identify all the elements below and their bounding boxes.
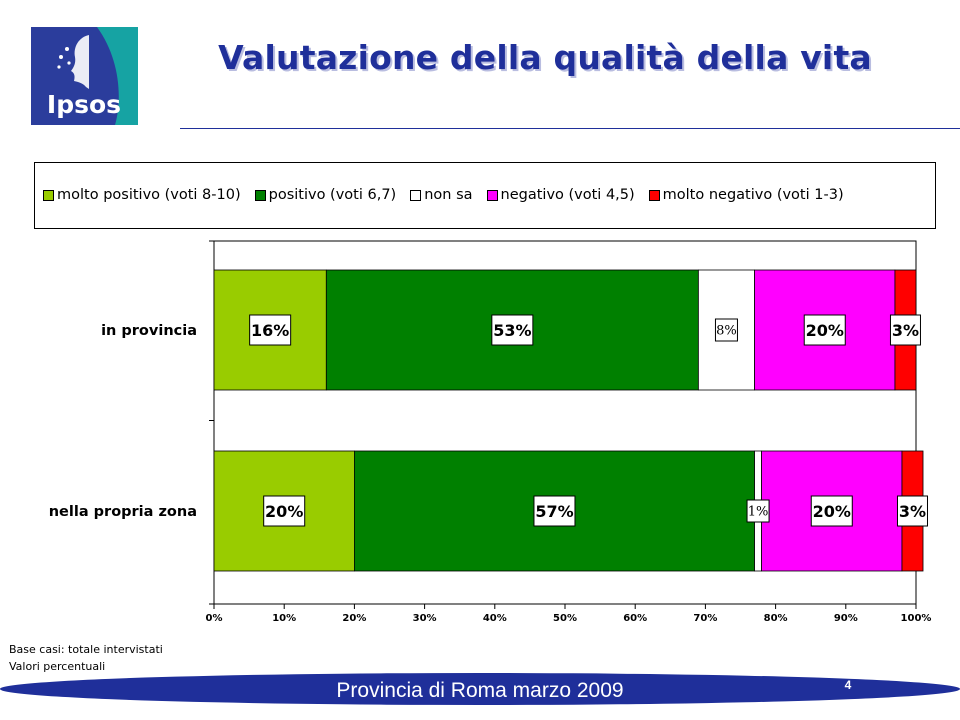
legend-swatch-1 <box>254 189 266 201</box>
x-tick-label-6: 60% <box>623 613 647 624</box>
data-label-0-2: 8% <box>716 324 737 339</box>
data-label-box-1-1 <box>533 495 576 527</box>
footer-text: Provincia di Roma marzo 2009 <box>336 679 624 702</box>
data-label-box-1-3 <box>810 495 853 527</box>
data-label-box-0-4 <box>889 314 921 346</box>
x-tick-label-2: 20% <box>342 613 366 624</box>
category-label-0: in provincia <box>101 323 197 339</box>
legend-label-0: molto positivo (voti 8-10) <box>57 187 241 203</box>
data-label-1-4: 3% <box>899 502 926 521</box>
x-tick-label-1: 10% <box>272 613 296 624</box>
chart-legend: molto positivo (voti 8-10) positivo (voti… <box>34 162 936 229</box>
page-title: Valutazione della qualità della vita <box>218 38 872 77</box>
x-tick-label-9: 90% <box>834 613 858 624</box>
legend-items: molto positivo (voti 8-10) positivo (voti… <box>43 187 935 203</box>
data-label-box-0-0 <box>249 314 292 346</box>
footnote-base: Base casi: totale intervistati <box>9 643 163 656</box>
data-label-box-1-2 <box>746 499 770 523</box>
data-label-box-0-2 <box>714 318 738 342</box>
data-label-box-0-1 <box>491 314 534 346</box>
legend-item-2: non sa <box>410 187 473 203</box>
legend-item-3: negativo (voti 4,5) <box>486 187 635 203</box>
x-tick-label-5: 50% <box>553 613 577 624</box>
x-tick-label-10: 100% <box>901 613 932 624</box>
x-tick-label-0: 0% <box>206 613 223 624</box>
x-tick-label-7: 70% <box>693 613 717 624</box>
footnote-values: Valori percentuali <box>9 660 106 673</box>
legend-swatch-3 <box>486 189 498 201</box>
legend-item-0: molto positivo (voti 8-10) <box>43 187 241 203</box>
page-number: 4 <box>844 678 852 692</box>
x-tick-label-3: 30% <box>413 613 437 624</box>
footer-band <box>0 673 960 705</box>
legend-swatch-0 <box>43 189 54 201</box>
legend-swatch-4 <box>648 189 660 201</box>
data-label-box-1-4 <box>896 495 928 527</box>
ipsos-logo: Ipsos <box>31 27 138 125</box>
data-label-1-2: 1% <box>748 505 769 520</box>
data-label-1-1: 57% <box>535 502 573 521</box>
legend-swatch-2 <box>410 189 422 201</box>
x-tick-label-8: 80% <box>764 613 788 624</box>
legend-label-2: non sa <box>424 187 473 203</box>
legend-label-3: negativo (voti 4,5) <box>500 187 635 203</box>
data-label-1-0: 20% <box>265 502 303 521</box>
legend-item-4: molto negativo (voti 1-3) <box>648 187 844 203</box>
title-divider <box>180 128 960 129</box>
legend-label-4: molto negativo (voti 1-3) <box>662 187 844 203</box>
data-label-1-3: 20% <box>813 502 851 521</box>
logo-wordmark: Ipsos <box>47 90 121 119</box>
data-label-box-0-3 <box>803 314 846 346</box>
legend-label-1: positivo (voti 6,7) <box>268 187 397 203</box>
x-tick-label-4: 40% <box>483 613 507 624</box>
category-label-1: nella propria zona <box>49 504 197 520</box>
legend-item-1: positivo (voti 6,7) <box>254 187 397 203</box>
data-label-0-4: 3% <box>892 321 919 340</box>
data-label-box-1-0 <box>263 495 306 527</box>
data-label-0-3: 20% <box>806 321 844 340</box>
data-label-0-0: 16% <box>251 321 289 340</box>
data-label-0-1: 53% <box>493 321 531 340</box>
